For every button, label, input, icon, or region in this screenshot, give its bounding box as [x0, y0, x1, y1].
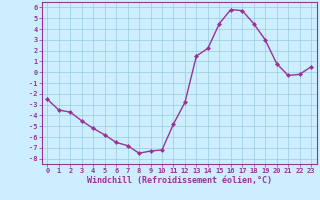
X-axis label: Windchill (Refroidissement éolien,°C): Windchill (Refroidissement éolien,°C): [87, 176, 272, 185]
